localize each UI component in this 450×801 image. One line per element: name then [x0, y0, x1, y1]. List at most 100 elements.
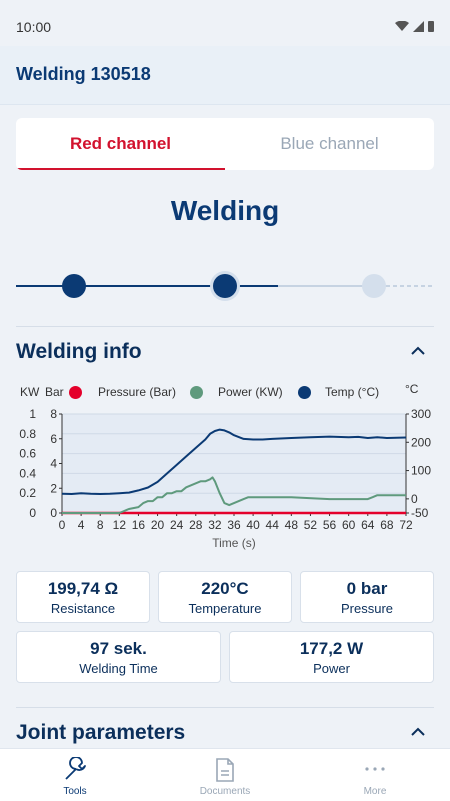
- stat-power: 177,2 W Power: [229, 631, 434, 683]
- stat-value: 97 sek.: [90, 639, 147, 658]
- x-tick-label: 12: [113, 518, 127, 532]
- stat-value: 0 bar: [346, 579, 388, 598]
- x-tick-label: 0: [59, 518, 66, 532]
- stat-pressure: 0 bar Pressure: [300, 571, 434, 623]
- legend-label-temp: Temp (°C): [325, 385, 380, 399]
- x-tick-label: 20: [151, 518, 165, 532]
- legend-dot-pressure: [69, 386, 82, 399]
- stage-title: Welding: [170, 195, 280, 226]
- stat-welding-time: 97 sek. Welding Time: [16, 631, 221, 683]
- tab-red-channel[interactable]: Red channel: [16, 118, 225, 170]
- y-tick-label-kw: 1: [29, 407, 36, 421]
- tab-blue-channel[interactable]: Blue channel: [225, 118, 434, 170]
- legend-label-power: Power (KW): [218, 385, 283, 399]
- chevron-up-icon[interactable]: [410, 343, 426, 359]
- status-icons: [395, 20, 434, 32]
- status-time: 10:00: [16, 19, 52, 35]
- y-tick-label-bar: 4: [50, 457, 57, 471]
- y-tick-label-bar: 0: [50, 506, 57, 520]
- stat-label: Pressure: [340, 601, 394, 616]
- y-tick-label-kw: 0.2: [19, 486, 36, 500]
- app-bar: Welding 130518: [0, 46, 450, 105]
- signal-icon: [413, 20, 424, 32]
- channel-tabs: Red channel Blue channel: [16, 118, 434, 170]
- y-tick-label-bar: 2: [50, 481, 57, 495]
- legend-label-pressure: Pressure (Bar): [98, 385, 177, 399]
- wrench-icon: [65, 756, 86, 780]
- y-tick-label-temp: 300: [411, 407, 431, 421]
- stat-label: Welding Time: [79, 661, 158, 676]
- y-tick-label-kw: 0: [29, 506, 36, 520]
- y-tick-label-kw: 0.8: [19, 427, 36, 441]
- nav-tools[interactable]: Tools: [0, 749, 150, 801]
- y-tick-label-temp: 0: [411, 492, 418, 506]
- divider: [16, 326, 434, 327]
- document-icon: [216, 758, 234, 782]
- x-tick-label: 16: [132, 518, 146, 532]
- x-tick-label: 36: [227, 518, 241, 532]
- chart-legend: KW Bar Pressure (Bar) Power (KW) Temp (°…: [16, 382, 434, 406]
- series-line-temp: [61, 428, 407, 495]
- y-tick-label-kw: 0.4: [19, 466, 36, 480]
- axis-unit-bar: Bar: [45, 385, 64, 399]
- legend-dot-power: [190, 386, 203, 399]
- status-bar: 10:00: [0, 0, 450, 46]
- stat-value: 199,74 Ω: [47, 579, 119, 598]
- x-tick-label: 52: [304, 518, 318, 532]
- wifi-icon: [395, 20, 409, 31]
- stat-label: Power: [313, 661, 350, 676]
- x-tick-label: 56: [323, 518, 337, 532]
- step-3-dot[interactable]: [362, 274, 386, 298]
- tab-label: Blue channel: [280, 134, 379, 153]
- stat-value: 220°C: [201, 579, 249, 598]
- chevron-up-icon[interactable]: [410, 724, 426, 740]
- x-tick-label: 64: [361, 518, 375, 532]
- y-tick-label-temp: -50: [411, 506, 429, 520]
- more-icon: [365, 767, 385, 771]
- x-tick-label: 48: [285, 518, 299, 532]
- stat-label: Temperature: [188, 601, 262, 616]
- axis-unit-celsius: °C: [405, 382, 419, 396]
- y-tick-label-bar: 8: [50, 407, 57, 421]
- y-tick-label-bar: 6: [50, 432, 57, 446]
- stat-label: Resistance: [50, 601, 116, 616]
- x-axis-label: Time (s): [212, 536, 256, 550]
- y-tick-label-kw: 0.6: [19, 447, 36, 461]
- x-tick-label: 4: [78, 518, 85, 532]
- bottom-nav: Tools Documents More: [0, 748, 450, 801]
- x-tick-label: 32: [208, 518, 222, 532]
- x-tick-label: 72: [399, 518, 413, 532]
- nav-label: Documents: [199, 786, 251, 797]
- x-tick-label: 68: [380, 518, 394, 532]
- legend-dot-temp: [298, 386, 311, 399]
- welding-info-title: Welding info: [16, 340, 142, 363]
- x-tick-label: 8: [97, 518, 104, 532]
- y-tick-label-temp: 100: [411, 464, 431, 478]
- nav-more[interactable]: More: [300, 749, 450, 801]
- joint-parameters-title: Joint parameters: [16, 721, 186, 744]
- plot-area: [62, 414, 406, 513]
- nav-label: More: [363, 786, 387, 797]
- stat-value: 177,2 W: [299, 639, 364, 658]
- axis-unit-kw: KW: [20, 385, 40, 399]
- tab-indicator: [16, 168, 225, 170]
- nav-documents[interactable]: Documents: [150, 749, 300, 801]
- step-1-dot[interactable]: [62, 274, 86, 298]
- step-2-dot[interactable]: [213, 274, 237, 298]
- stat-resistance: 199,74 Ω Resistance: [16, 571, 150, 623]
- series-line-kw: [62, 476, 406, 514]
- x-tick-label: 60: [342, 518, 356, 532]
- x-tick-label: 24: [170, 518, 184, 532]
- x-tick-label: 44: [266, 518, 280, 532]
- stat-temperature: 220°C Temperature: [158, 571, 292, 623]
- x-tick-label: 40: [246, 518, 260, 532]
- x-tick-label: 28: [189, 518, 203, 532]
- battery-icon: [428, 21, 434, 32]
- process-stepper: [16, 271, 434, 301]
- divider: [16, 707, 434, 708]
- page-title: Welding 130518: [16, 64, 151, 84]
- y-tick-label-temp: 200: [411, 435, 431, 449]
- tab-label: Red channel: [69, 134, 172, 153]
- nav-label: Tools: [63, 786, 87, 797]
